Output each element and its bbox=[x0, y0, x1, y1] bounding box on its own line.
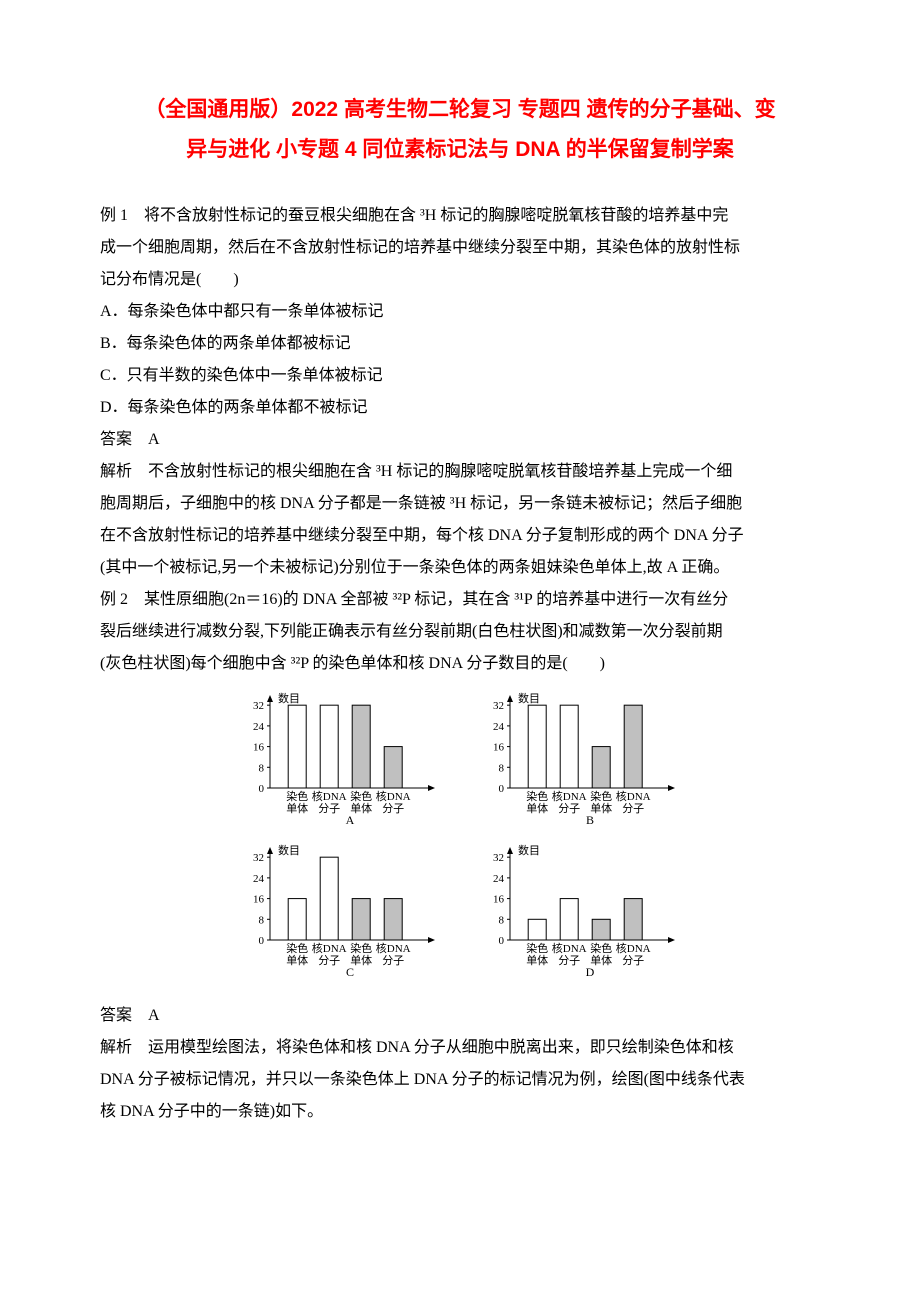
svg-text:核DNA: 核DNA bbox=[616, 789, 651, 803]
svg-text:染色: 染色 bbox=[350, 789, 372, 803]
ex1-explain: 胞周期后，子细胞中的核 DNA 分子都是一条链被 ³H 标记，另一条链未被标记；… bbox=[100, 488, 820, 520]
svg-text:分子: 分子 bbox=[318, 954, 340, 967]
svg-text:核DNA: 核DNA bbox=[376, 789, 411, 803]
svg-text:核DNA: 核DNA bbox=[312, 789, 347, 803]
ex2-line: 例 2 某性原细胞(2n＝16)的 DNA 全部被 ³²P 标记，其在含 ³¹P… bbox=[100, 584, 820, 616]
chart-panel-c: 08162432数目染色单体核DNA分子染色单体核DNA分子C bbox=[240, 840, 440, 992]
ex1-option-c: C．只有半数的染色体中一条单体被标记 bbox=[100, 360, 820, 392]
svg-text:0: 0 bbox=[499, 783, 505, 795]
svg-text:B: B bbox=[586, 813, 594, 827]
svg-text:染色: 染色 bbox=[590, 789, 612, 803]
svg-text:单体: 单体 bbox=[526, 953, 548, 967]
ex2-explain: 解析 运用模型绘图法，将染色体和核 DNA 分子从细胞中脱离出来，即只绘制染色体… bbox=[100, 1032, 820, 1064]
chart-grid: 08162432数目染色单体核DNA分子染色单体核DNA分子A 08162432… bbox=[100, 688, 820, 992]
chart-panel-a: 08162432数目染色单体核DNA分子染色单体核DNA分子A bbox=[240, 688, 440, 840]
svg-text:单体: 单体 bbox=[286, 953, 308, 967]
svg-text:16: 16 bbox=[253, 893, 265, 905]
svg-text:16: 16 bbox=[493, 741, 505, 753]
svg-text:D: D bbox=[586, 965, 595, 979]
ex1-explain: 解析 不含放射性标记的根尖细胞在含 ³H 标记的胸腺嘧啶脱氧核苷酸培养基上完成一… bbox=[100, 456, 820, 488]
svg-text:核DNA: 核DNA bbox=[312, 941, 347, 955]
document-title: （全国通用版）2022 高考生物二轮复习 专题四 遗传的分子基础、变 异与进化 … bbox=[100, 90, 820, 170]
svg-text:分子: 分子 bbox=[382, 802, 404, 815]
chart-row-1: 08162432数目染色单体核DNA分子染色单体核DNA分子A 08162432… bbox=[100, 688, 820, 840]
svg-text:24: 24 bbox=[253, 721, 265, 733]
svg-text:染色: 染色 bbox=[286, 789, 308, 803]
svg-text:染色: 染色 bbox=[590, 941, 612, 955]
svg-text:分子: 分子 bbox=[558, 954, 580, 967]
svg-text:16: 16 bbox=[493, 893, 505, 905]
ex2-line: (灰色柱状图)每个细胞中含 ³²P 的染色单体和核 DNA 分子数目的是( ) bbox=[100, 648, 820, 680]
svg-text:染色: 染色 bbox=[526, 941, 548, 955]
ex1-explain: 在不含放射性标记的培养基中继续分裂至中期，每个核 DNA 分子复制形成的两个 D… bbox=[100, 520, 820, 552]
svg-text:分子: 分子 bbox=[622, 802, 644, 815]
svg-text:A: A bbox=[346, 813, 355, 827]
svg-text:8: 8 bbox=[499, 762, 505, 774]
ex1-line: 例 1 将不含放射性标记的蚕豆根尖细胞在含 ³H 标记的胸腺嘧啶脱氧核苷酸的培养… bbox=[100, 200, 820, 232]
svg-text:数目: 数目 bbox=[518, 844, 540, 857]
svg-text:0: 0 bbox=[259, 783, 265, 795]
ex1-explain: (其中一个被标记,另一个未被标记)分别位于一条染色体的两条姐妹染色单体上,故 A… bbox=[100, 552, 820, 584]
ex1-line: 成一个细胞周期，然后在不含放射性标记的培养基中继续分裂至中期，其染色体的放射性标 bbox=[100, 232, 820, 264]
ex2-explain: 核 DNA 分子中的一条链)如下。 bbox=[100, 1096, 820, 1128]
svg-text:分子: 分子 bbox=[382, 954, 404, 967]
svg-text:数目: 数目 bbox=[518, 692, 540, 705]
svg-text:32: 32 bbox=[253, 852, 264, 864]
svg-text:数目: 数目 bbox=[278, 692, 300, 705]
svg-text:8: 8 bbox=[499, 914, 505, 926]
svg-text:分子: 分子 bbox=[622, 954, 644, 967]
svg-text:32: 32 bbox=[493, 700, 504, 712]
svg-text:24: 24 bbox=[493, 873, 505, 885]
svg-text:核DNA: 核DNA bbox=[376, 941, 411, 955]
svg-text:24: 24 bbox=[253, 873, 265, 885]
svg-text:8: 8 bbox=[259, 762, 265, 774]
ex2-explain: DNA 分子被标记情况，并只以一条染色体上 DNA 分子的标记情况为例，绘图(图… bbox=[100, 1064, 820, 1096]
svg-text:32: 32 bbox=[253, 700, 264, 712]
title-line-1: （全国通用版）2022 高考生物二轮复习 专题四 遗传的分子基础、变 bbox=[144, 98, 775, 121]
svg-text:单体: 单体 bbox=[526, 801, 548, 815]
svg-text:分子: 分子 bbox=[558, 802, 580, 815]
ex1-option-d: D．每条染色体的两条单体都不被标记 bbox=[100, 392, 820, 424]
chart-panel-d: 08162432数目染色单体核DNA分子染色单体核DNA分子D bbox=[480, 840, 680, 992]
svg-text:24: 24 bbox=[493, 721, 505, 733]
svg-text:染色: 染色 bbox=[526, 789, 548, 803]
svg-text:单体: 单体 bbox=[286, 801, 308, 815]
svg-text:分子: 分子 bbox=[318, 802, 340, 815]
ex2-line: 裂后继续进行减数分裂,下列能正确表示有丝分裂前期(白色柱状图)和减数第一次分裂前… bbox=[100, 616, 820, 648]
svg-text:C: C bbox=[346, 965, 354, 979]
svg-text:8: 8 bbox=[259, 914, 265, 926]
svg-text:核DNA: 核DNA bbox=[552, 789, 587, 803]
chart-panel-b: 08162432数目染色单体核DNA分子染色单体核DNA分子B bbox=[480, 688, 680, 840]
ex1-line: 记分布情况是( ) bbox=[100, 264, 820, 296]
svg-text:染色: 染色 bbox=[350, 941, 372, 955]
body-text: 例 1 将不含放射性标记的蚕豆根尖细胞在含 ³H 标记的胸腺嘧啶脱氧核苷酸的培养… bbox=[100, 200, 820, 1128]
svg-text:核DNA: 核DNA bbox=[552, 941, 587, 955]
title-line-2: 异与进化 小专题 4 同位素标记法与 DNA 的半保留复制学案 bbox=[186, 138, 734, 161]
ex2-answer: 答案 A bbox=[100, 1000, 820, 1032]
chart-row-2: 08162432数目染色单体核DNA分子染色单体核DNA分子C 08162432… bbox=[100, 840, 820, 992]
document-page: （全国通用版）2022 高考生物二轮复习 专题四 遗传的分子基础、变 异与进化 … bbox=[0, 0, 920, 1188]
ex1-option-a: A．每条染色体中都只有一条单体被标记 bbox=[100, 296, 820, 328]
svg-text:16: 16 bbox=[253, 741, 265, 753]
svg-text:0: 0 bbox=[259, 935, 265, 947]
ex1-option-b: B．每条染色体的两条单体都被标记 bbox=[100, 328, 820, 360]
svg-text:32: 32 bbox=[493, 852, 504, 864]
svg-text:数目: 数目 bbox=[278, 844, 300, 857]
svg-text:核DNA: 核DNA bbox=[616, 941, 651, 955]
svg-text:0: 0 bbox=[499, 935, 505, 947]
ex1-answer: 答案 A bbox=[100, 424, 820, 456]
svg-text:染色: 染色 bbox=[286, 941, 308, 955]
